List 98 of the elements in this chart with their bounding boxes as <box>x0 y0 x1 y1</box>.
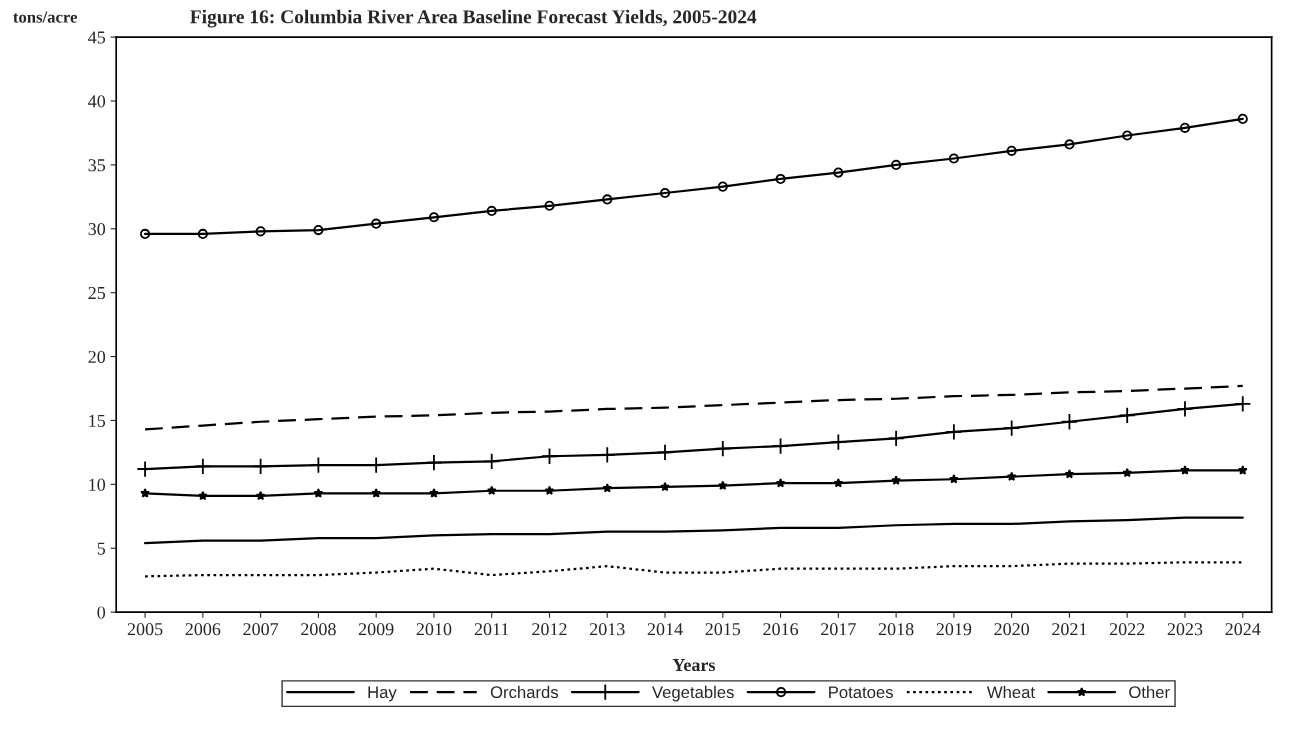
point <box>544 485 555 496</box>
y-tick-label: 20 <box>88 350 106 364</box>
y-tick-label: 45 <box>88 31 106 44</box>
point <box>252 457 270 476</box>
x-tick-label: 2009 <box>358 623 394 636</box>
point <box>544 200 555 211</box>
x-tick-label: 2012 <box>532 623 567 636</box>
y-tick-label: 25 <box>88 286 106 300</box>
x-tick-label: 2020 <box>994 623 1030 636</box>
point <box>829 433 847 451</box>
point <box>1122 467 1133 478</box>
line-series <box>143 561 1244 578</box>
y-tick-label: 30 <box>88 223 106 236</box>
point <box>1237 465 1248 475</box>
point <box>313 488 324 498</box>
legend-label: Hay <box>368 686 397 702</box>
point <box>602 194 613 205</box>
point <box>891 159 902 170</box>
y-axis-title: tons/acre <box>13 11 77 23</box>
point <box>772 437 790 455</box>
y-tick-label: 35 <box>88 159 106 172</box>
x-tick-label: 2018 <box>878 623 914 636</box>
point <box>1060 413 1078 431</box>
point <box>660 481 670 492</box>
y-tick-label: 40 <box>88 95 106 108</box>
x-tick-label: 2005 <box>127 623 163 636</box>
point <box>540 447 559 465</box>
y-tick-label: 5 <box>97 542 106 555</box>
x-tick-label: 2014 <box>647 623 683 636</box>
point <box>949 474 959 484</box>
point <box>948 153 959 164</box>
x-axis-title: Years <box>672 659 716 672</box>
x-tick-label: 2015 <box>705 623 741 636</box>
point <box>775 478 786 488</box>
point <box>1006 471 1017 481</box>
point <box>1064 139 1075 150</box>
point <box>717 181 728 192</box>
legend-label: Wheat <box>986 685 1035 699</box>
point <box>891 475 901 485</box>
point <box>656 443 674 461</box>
point <box>945 423 963 441</box>
point <box>486 205 497 216</box>
point <box>602 483 613 493</box>
point <box>1006 145 1017 156</box>
line-series <box>143 384 1244 431</box>
legend-label: Vegetables <box>652 685 734 702</box>
x-tick-label: 2021 <box>1052 623 1087 636</box>
y-tick-label: 10 <box>89 478 106 491</box>
point <box>1179 122 1191 133</box>
point <box>197 490 208 501</box>
point <box>429 488 439 498</box>
x-tick-label: 2008 <box>301 623 336 636</box>
point <box>1064 469 1075 479</box>
point <box>483 452 501 470</box>
x-tick-label: 2022 <box>1109 623 1145 636</box>
x-tick-label: 2010 <box>416 623 452 636</box>
point <box>255 226 266 237</box>
point <box>833 478 844 488</box>
x-tick-label: 2013 <box>589 623 625 636</box>
legend-label: Orchards <box>490 685 559 699</box>
chart-title: Figure 16: Columbia River Area Baseline Forecast Yields, 2005-2024 <box>190 9 757 28</box>
y-tick-label: 15 <box>89 414 106 427</box>
x-tick-label: 2007 <box>243 623 279 636</box>
point <box>1118 406 1136 424</box>
point <box>371 488 382 498</box>
x-tick-label: 2024 <box>1225 623 1261 636</box>
point <box>140 488 150 498</box>
point <box>313 224 324 236</box>
point <box>486 485 497 496</box>
x-tick-label: 2017 <box>821 623 856 636</box>
x-tick-label: 2016 <box>763 623 799 636</box>
point <box>833 167 844 178</box>
point <box>194 457 212 476</box>
point <box>717 480 728 490</box>
point <box>1234 395 1252 413</box>
x-tick-label: 2006 <box>185 623 221 636</box>
x-tick-label: 2019 <box>936 623 972 636</box>
legend-label: Other <box>1129 685 1170 699</box>
point <box>197 228 208 239</box>
point <box>1122 130 1133 141</box>
point <box>775 173 786 185</box>
point <box>887 429 905 447</box>
x-tick-label: 2011 <box>474 623 509 636</box>
point <box>136 460 154 478</box>
point <box>425 454 443 472</box>
point <box>659 187 671 199</box>
point <box>1176 400 1194 418</box>
legend-label: Potatoes <box>829 686 893 699</box>
point <box>428 212 440 223</box>
y-tick-label: 0 <box>97 606 106 619</box>
point <box>714 440 732 458</box>
x-tick-label: 2023 <box>1167 623 1203 636</box>
point <box>371 218 382 229</box>
line-series <box>143 516 1244 545</box>
point <box>255 490 266 501</box>
point <box>1237 113 1248 124</box>
point <box>140 228 151 239</box>
point <box>1003 419 1021 437</box>
